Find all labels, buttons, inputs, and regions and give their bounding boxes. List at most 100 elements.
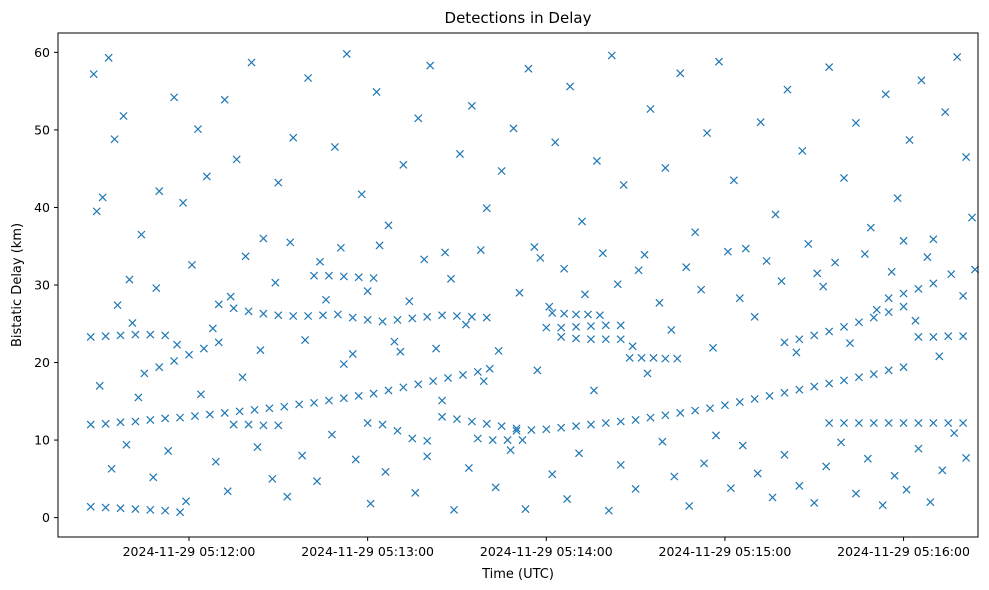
data-point <box>259 309 268 318</box>
data-point <box>592 156 601 165</box>
data-point <box>351 455 360 464</box>
data-point <box>884 294 893 303</box>
data-point <box>333 310 342 319</box>
data-point <box>589 386 598 395</box>
data-point <box>286 238 295 247</box>
data-point <box>381 467 390 476</box>
data-point <box>283 492 292 501</box>
data-point <box>890 471 899 480</box>
data-point <box>598 249 607 258</box>
data-point <box>348 313 357 322</box>
y-tick-label: 40 <box>34 200 50 215</box>
data-point <box>298 451 307 460</box>
data-point <box>586 335 595 344</box>
chart-title: Detections in Delay <box>445 9 592 27</box>
data-point <box>899 302 908 311</box>
data-point <box>914 418 923 428</box>
data-point <box>607 51 616 60</box>
data-point <box>134 393 143 402</box>
data-point <box>753 469 762 478</box>
data-point <box>884 366 893 375</box>
data-point <box>289 311 298 321</box>
data-point <box>970 265 980 274</box>
data-point <box>670 472 679 481</box>
data-point <box>86 420 95 429</box>
data-point <box>372 87 381 96</box>
data-point <box>661 411 670 420</box>
y-tick-label: 30 <box>34 278 50 293</box>
data-point <box>768 493 777 502</box>
y-tick-label: 60 <box>34 45 50 60</box>
data-point <box>375 241 384 250</box>
data-point <box>137 230 146 239</box>
data-point <box>780 388 789 397</box>
data-point <box>839 173 849 183</box>
data-point <box>146 415 155 424</box>
data-point <box>432 344 441 353</box>
data-point <box>572 322 581 331</box>
data-point <box>914 444 923 453</box>
data-point <box>625 353 634 362</box>
data-point <box>321 295 330 304</box>
data-point <box>485 364 494 373</box>
data-point <box>765 391 774 400</box>
data-point <box>378 317 387 326</box>
data-point <box>810 498 819 507</box>
data-point <box>655 298 664 307</box>
data-point <box>473 367 482 376</box>
data-point <box>902 485 911 494</box>
data-markers <box>86 49 980 517</box>
data-point <box>214 338 223 347</box>
data-point <box>726 484 735 493</box>
data-point <box>429 377 438 386</box>
data-point <box>241 252 250 261</box>
data-point <box>676 69 685 78</box>
data-point <box>423 436 432 445</box>
data-point <box>524 64 533 73</box>
data-point <box>762 256 771 265</box>
y-axis-label: Bistatic Delay (km) <box>10 223 25 347</box>
data-point <box>682 263 691 272</box>
data-point <box>637 353 646 362</box>
x-axis: 2024-11-29 05:12:00 2024-11-29 05:13:00 20… <box>123 537 970 559</box>
data-point <box>161 506 170 515</box>
data-point <box>566 82 575 91</box>
data-point <box>438 396 447 405</box>
data-point <box>378 420 387 429</box>
data-point <box>521 505 530 514</box>
data-point <box>616 417 625 426</box>
data-point <box>825 379 834 388</box>
data-point <box>444 374 453 383</box>
data-point <box>423 312 432 321</box>
data-point <box>164 446 173 455</box>
data-point <box>926 498 935 507</box>
data-point <box>673 354 682 363</box>
data-point <box>441 248 450 257</box>
data-point <box>950 429 959 438</box>
data-point <box>140 369 149 378</box>
data-point <box>634 266 643 275</box>
data-point <box>423 452 432 461</box>
data-point <box>631 484 640 493</box>
data-point <box>438 311 447 320</box>
data-point <box>232 155 241 164</box>
data-point <box>557 323 566 332</box>
data-point <box>304 311 313 321</box>
data-point <box>155 363 164 372</box>
data-point <box>586 322 595 331</box>
data-point <box>184 350 194 359</box>
data-point <box>533 366 542 375</box>
data-point <box>256 346 265 355</box>
data-point <box>438 412 447 421</box>
data-point <box>101 419 110 428</box>
data-point <box>703 129 712 138</box>
data-point <box>506 446 515 455</box>
data-point <box>113 301 122 310</box>
data-point <box>962 453 971 462</box>
data-point <box>414 114 423 123</box>
data-point <box>837 438 846 447</box>
data-point <box>735 398 744 407</box>
data-point <box>271 278 280 287</box>
data-point <box>214 300 223 309</box>
data-point <box>259 421 268 430</box>
